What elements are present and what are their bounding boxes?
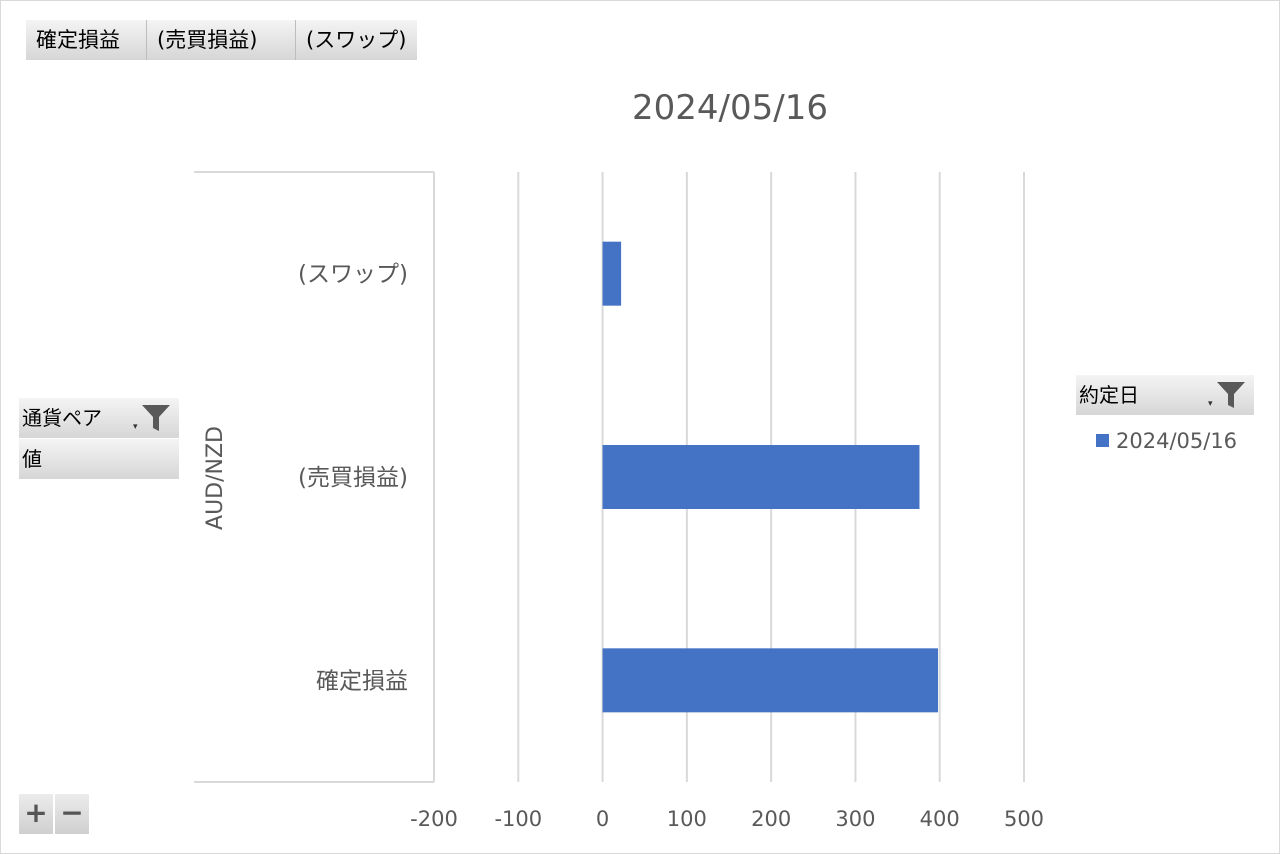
field-button-swap[interactable]: (スワップ) (296, 20, 417, 60)
category-label: (スワップ) (298, 262, 408, 288)
group-axis-label: AUD/NZD (203, 426, 228, 530)
x-tick-label: 200 (751, 807, 791, 831)
filter-funnel-icon (1216, 381, 1246, 422)
category-label: 確定損益 (316, 668, 408, 694)
row-field-button[interactable]: 通貨ペア ▾ (19, 398, 179, 438)
row-field-label: 通貨ペア (22, 406, 102, 430)
x-tick-label: -200 (410, 807, 458, 831)
x-tick-label: 300 (835, 807, 875, 831)
filter-funnel-icon (141, 404, 171, 445)
x-tick-label: 0 (596, 807, 609, 831)
bar (602, 445, 920, 509)
legend-label: 2024/05/16 (1116, 429, 1238, 453)
legend-entry: 2024/05/16 (1096, 427, 1237, 455)
x-tick-label: 100 (667, 807, 707, 831)
legend-field-label: 約定日 (1079, 383, 1139, 407)
x-tick-label: 500 (1004, 807, 1044, 831)
category-label: (売買損益) (298, 465, 408, 491)
chart-title: 2024/05/16 (632, 88, 828, 128)
values-field-button[interactable]: 値 (19, 439, 179, 479)
x-tick-label: -100 (494, 807, 542, 831)
dropdown-arrow-icon: ▾ (1208, 399, 1213, 409)
legend-field-button[interactable]: 約定日 ▾ (1076, 375, 1254, 415)
field-button-kakutei[interactable]: 確定損益 (26, 20, 147, 60)
bar (602, 648, 939, 713)
bar (602, 241, 622, 306)
collapse-button[interactable]: − (55, 794, 89, 834)
expand-button[interactable]: + (19, 794, 53, 834)
dropdown-arrow-icon: ▾ (133, 422, 138, 432)
field-button-baibai[interactable]: (売買損益) (147, 20, 296, 60)
legend-swatch (1096, 434, 1109, 447)
x-tick-label: 400 (920, 807, 960, 831)
